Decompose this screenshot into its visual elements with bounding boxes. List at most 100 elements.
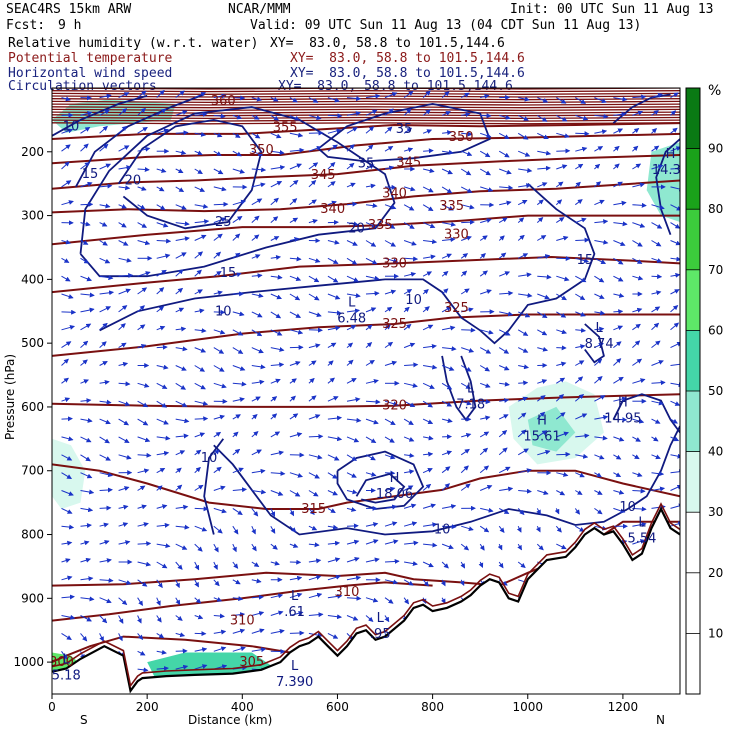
wind-vector (251, 525, 256, 535)
wind-vector (384, 126, 393, 134)
wind-vector (61, 416, 73, 422)
wind-vector (194, 219, 210, 225)
wind-vector (137, 204, 146, 210)
wind-vector (213, 329, 226, 335)
wind-vector (632, 454, 640, 460)
wind-vector (308, 218, 318, 224)
theta-line (52, 313, 680, 357)
wind-vector (61, 239, 71, 245)
wind-vector (556, 543, 567, 550)
wind-vector (384, 470, 396, 476)
extremum-value: 18.06 (376, 487, 413, 502)
wind-vector (670, 418, 678, 424)
wind-vector (460, 186, 473, 193)
wind-vector (365, 418, 379, 425)
wind-vector (194, 382, 206, 390)
wind-vector (556, 217, 565, 224)
wind-vector (613, 489, 625, 495)
theta-line (52, 463, 680, 510)
wind-vector (518, 468, 532, 474)
wind-vector (327, 614, 343, 620)
wind-vector (365, 257, 378, 265)
wind-vector (99, 472, 114, 478)
wind-vector (670, 382, 680, 388)
wind-vector (651, 360, 664, 366)
wind-vector (423, 522, 438, 528)
x-axis-label: Distance (km) (188, 713, 272, 727)
wind-vector (156, 632, 165, 639)
wind-vector (80, 307, 95, 313)
wind-vector (308, 162, 319, 170)
wind-vector (80, 557, 91, 563)
wind-vector (365, 615, 374, 622)
wind-vector (118, 125, 128, 134)
wind-vector (632, 522, 647, 527)
wind-vector (232, 596, 244, 602)
wind-vector (498, 235, 505, 241)
wind-vector (156, 504, 168, 510)
wind-vector (194, 561, 200, 571)
wind-vector (670, 222, 680, 229)
wind-vector (575, 217, 587, 224)
wind-vector (403, 222, 415, 229)
plot-frame (51, 87, 681, 695)
wind-vector (308, 612, 324, 618)
wind-vector (594, 472, 602, 478)
wind-vector (575, 413, 588, 420)
wind-vector (632, 378, 646, 384)
wind-vector (175, 597, 181, 606)
wind-vector (251, 215, 260, 223)
wind-vector (403, 521, 418, 527)
wind-vector (232, 114, 243, 120)
wind-vector (651, 110, 659, 116)
wind-vector (156, 467, 166, 474)
wind-vector (270, 96, 279, 102)
wind-vector (308, 558, 322, 564)
wind-vector (270, 525, 276, 534)
wind-vector (423, 542, 438, 548)
wind-vector (137, 186, 147, 191)
wind-label: 20 (125, 173, 142, 188)
wind-vector (441, 111, 451, 116)
wind-vector (536, 217, 544, 223)
wind-vector (651, 204, 665, 210)
wind-vector (594, 414, 609, 420)
wind-vector (61, 632, 72, 640)
wind-vector (175, 579, 180, 589)
wind-vector (346, 523, 359, 529)
wind-vector (61, 96, 71, 102)
wind-vector (422, 382, 435, 389)
wind-vector (270, 346, 285, 352)
wind-vector (175, 418, 190, 424)
wind-vector (555, 525, 562, 533)
wind-vector (346, 539, 360, 545)
wind-vector (404, 561, 418, 566)
wind-vector (594, 181, 602, 188)
wind-vector (118, 273, 134, 278)
wind-vector (213, 613, 225, 619)
wind-vector (651, 93, 663, 99)
colorbar-swatch (686, 391, 700, 452)
wind-vector (289, 179, 299, 188)
wind-vector (270, 362, 285, 368)
wind-vector (403, 127, 413, 134)
wind-vector (175, 664, 189, 670)
wind-vector (156, 615, 162, 623)
wind-vector (308, 395, 317, 402)
wind-vector (194, 614, 204, 620)
wind-vector (422, 271, 433, 277)
wind-vector (594, 129, 608, 135)
wind-vector (594, 435, 608, 441)
wind-vector (61, 436, 74, 442)
wind-vector (632, 488, 646, 494)
y-tick-label: 600 (21, 400, 44, 414)
theta-label: 320 (382, 399, 407, 414)
wind-vector (251, 293, 264, 298)
wind-vector (232, 347, 244, 354)
wind-vector (80, 523, 92, 529)
wind-vector (99, 633, 104, 642)
wind-vector (670, 186, 680, 192)
extremum-value: .61 (284, 605, 305, 620)
wind-vector (118, 323, 126, 331)
wind-vector (270, 165, 286, 171)
